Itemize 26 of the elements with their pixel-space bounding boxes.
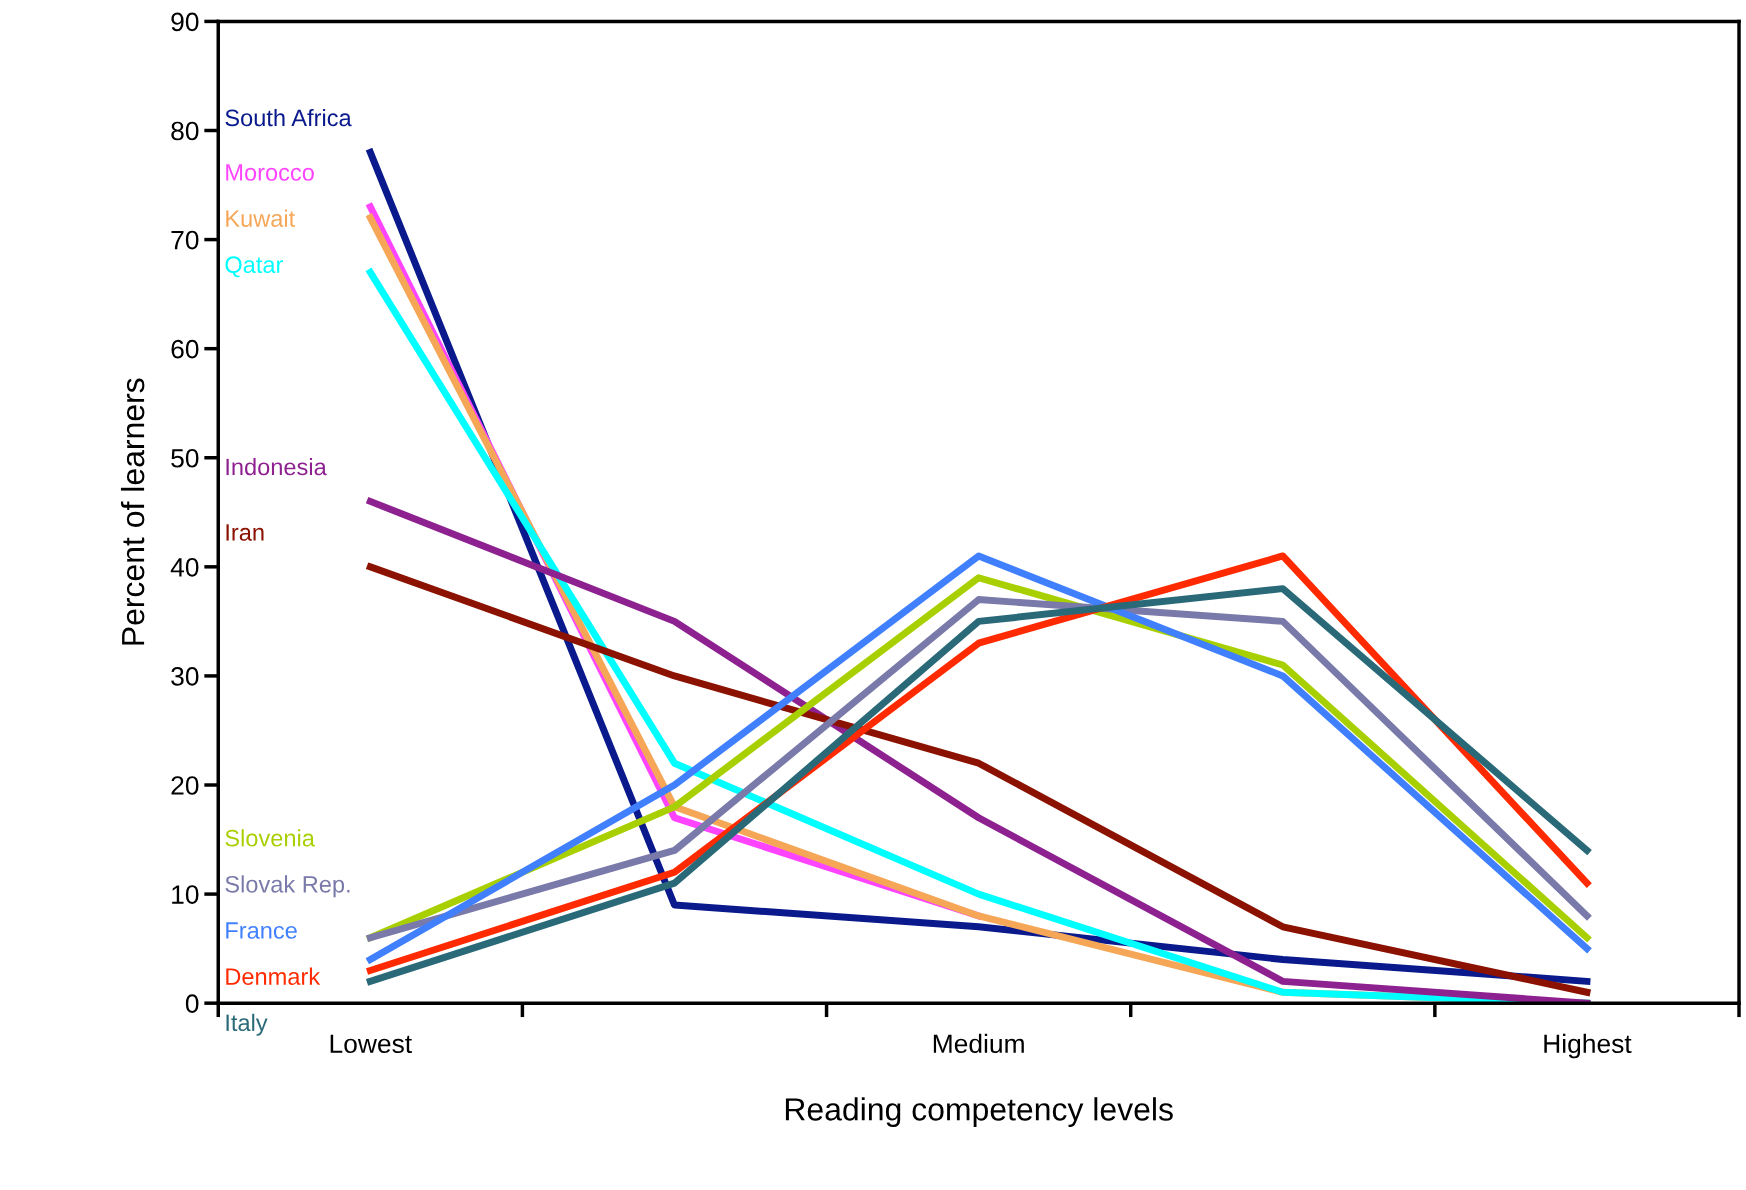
text: Denmark bbox=[226, 967, 321, 985]
y-tick-label: 70 bbox=[171, 230, 199, 250]
y-tick-label: 10 bbox=[172, 885, 199, 904]
text: Morocco bbox=[226, 164, 314, 181]
text: Qatar bbox=[225, 256, 283, 278]
text: Iran bbox=[226, 524, 264, 541]
y-tick-label: 90 bbox=[171, 12, 199, 32]
y-tick-label: 30 bbox=[171, 667, 199, 686]
text: Slovenia bbox=[225, 829, 315, 847]
y-tick-label: 20 bbox=[171, 776, 199, 795]
y-axis-title: Percent of learners bbox=[120, 378, 145, 645]
text: Kuwait bbox=[226, 209, 296, 227]
y-tick-label: 0 bbox=[185, 994, 199, 1013]
x-tick-label: Lowest bbox=[330, 1034, 412, 1054]
y-tick-label: 50 bbox=[171, 448, 199, 468]
x-tick-label: Medium bbox=[933, 1033, 1024, 1054]
x-axis-title: Reading competency levels bbox=[785, 1097, 1173, 1127]
series-label: South Africa bbox=[225, 108, 352, 127]
y-tick-label: 60 bbox=[171, 339, 199, 359]
text: France bbox=[226, 922, 297, 939]
x-tick-label: Highest bbox=[1544, 1033, 1632, 1059]
text: Indonesia bbox=[226, 457, 327, 476]
series-label: Slovak Rep. bbox=[225, 875, 350, 898]
y-tick-label: 40 bbox=[170, 557, 199, 577]
text: Italy bbox=[226, 1013, 268, 1036]
y-tick-label: 80 bbox=[171, 121, 199, 141]
